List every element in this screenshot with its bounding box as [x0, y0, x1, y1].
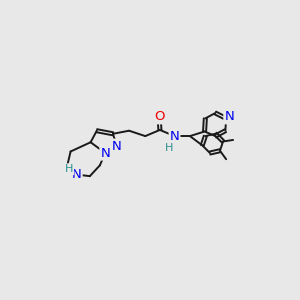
- Text: O: O: [154, 110, 164, 123]
- Text: N: N: [224, 110, 234, 123]
- Text: N: N: [170, 130, 179, 142]
- Text: H: H: [165, 143, 173, 153]
- Text: N: N: [100, 146, 110, 160]
- Text: N: N: [112, 140, 122, 153]
- Text: N: N: [72, 168, 82, 181]
- Text: H: H: [65, 164, 73, 174]
